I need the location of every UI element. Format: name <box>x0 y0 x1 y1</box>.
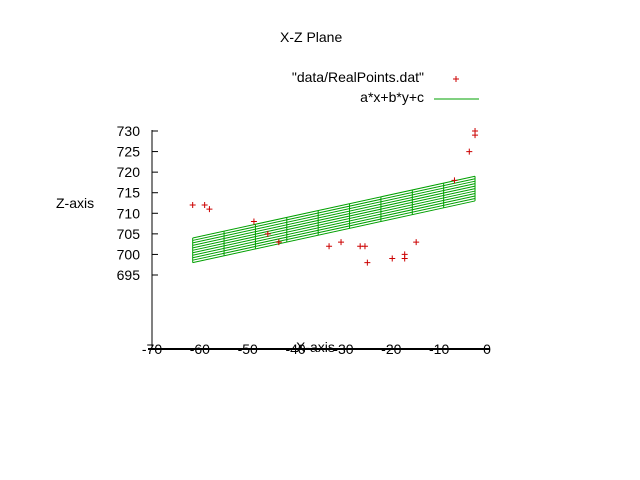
z-tick-label: 705 <box>117 226 141 242</box>
data-point <box>250 218 257 225</box>
surface-mesh-line <box>192 193 476 256</box>
tick-labels: 695 700 705 710 715 720 725 730 -70 -60 -50 -40 -30 -… <box>117 123 491 357</box>
z-tick-label: 720 <box>117 164 141 180</box>
fit-surface <box>192 175 476 264</box>
z-axis-label: Z-axis <box>56 195 95 211</box>
surface-mesh-line <box>192 188 476 251</box>
x-tick-label: -10 <box>429 341 449 357</box>
x-tick-label: 0 <box>483 341 491 357</box>
x-tick-label: -30 <box>333 341 353 357</box>
z-tick-label: 700 <box>117 246 141 262</box>
surface-mesh-line <box>192 195 476 259</box>
data-point <box>326 243 333 250</box>
chart-title: X-Z Plane <box>280 29 343 45</box>
x-axis-label: X-axis <box>296 339 335 355</box>
data-point <box>338 239 345 246</box>
data-point <box>206 206 213 213</box>
data-points <box>189 128 479 266</box>
data-point <box>264 230 271 237</box>
axes <box>148 130 490 350</box>
x-tick-label: -60 <box>190 341 210 357</box>
data-point <box>361 243 368 250</box>
z-tick-label: 730 <box>117 123 141 139</box>
surface-mesh-line <box>192 183 476 246</box>
data-point <box>364 259 371 266</box>
z-tick-label: 710 <box>117 205 141 221</box>
data-point <box>472 128 479 134</box>
surface-mesh-line <box>192 180 476 244</box>
surface-mesh-line <box>192 178 476 241</box>
surface-mesh-line <box>192 190 476 254</box>
data-point <box>451 177 458 184</box>
data-point <box>201 202 208 209</box>
x-tick-label: -40 <box>285 341 305 357</box>
legend <box>434 76 479 100</box>
data-point <box>466 148 473 155</box>
x-tick-label: -70 <box>142 341 162 357</box>
legend-label-points: "data/RealPoints.dat" <box>291 69 424 85</box>
legend-label-fit: a*x+b*y+c <box>360 89 424 105</box>
legend-marker-points <box>453 76 459 82</box>
data-point <box>401 255 408 262</box>
surface-mesh-line <box>192 185 476 249</box>
surface-mesh-line <box>192 175 476 239</box>
surface-mesh-line <box>192 200 476 264</box>
z-tick-label: 715 <box>117 185 141 201</box>
z-tick-label: 725 <box>117 144 141 160</box>
data-point <box>413 239 420 246</box>
x-tick-label: -20 <box>381 341 401 357</box>
z-tick-label: 695 <box>117 267 141 283</box>
data-point <box>189 202 196 209</box>
data-point <box>275 239 282 246</box>
surface-mesh-line <box>192 197 476 261</box>
x-tick-label: -50 <box>238 341 258 357</box>
data-point <box>389 255 396 262</box>
